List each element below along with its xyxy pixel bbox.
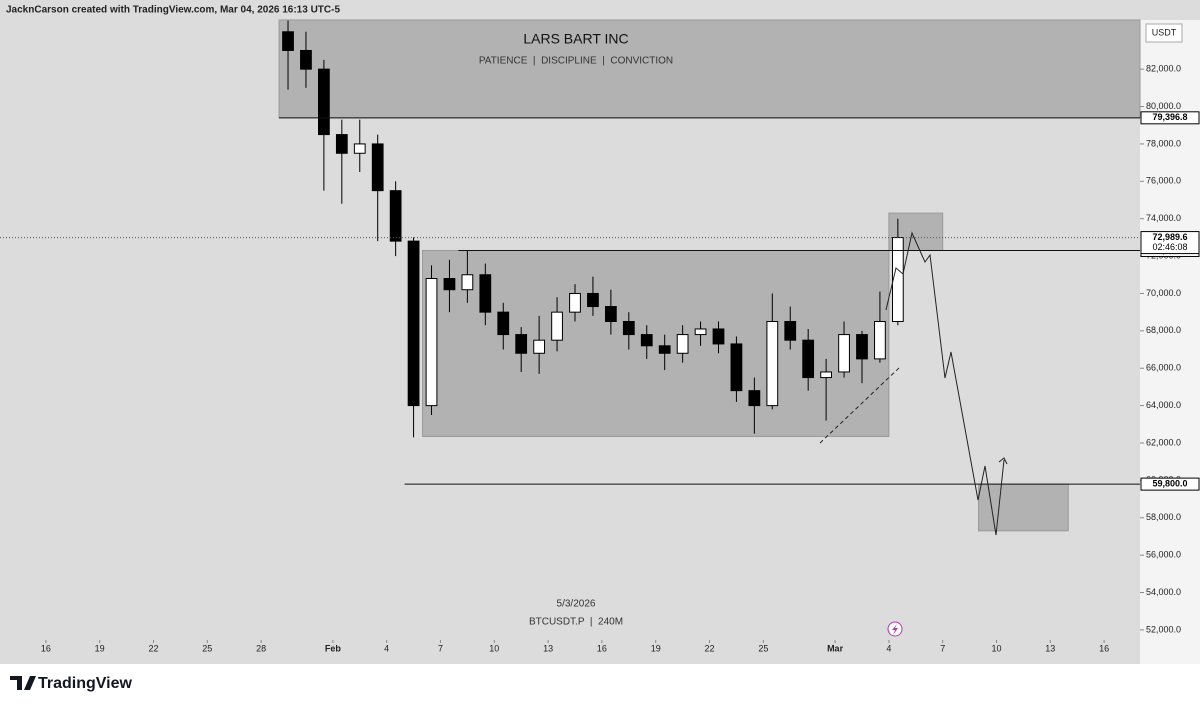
candle-body: [748, 390, 761, 407]
candle-body: [658, 345, 671, 354]
candle-body: [694, 328, 707, 336]
candle-body: [443, 278, 456, 291]
candle-body: [820, 371, 832, 379]
candle-body: [730, 343, 743, 392]
zone: [278, 19, 1141, 119]
chart-subtitle: PATIENCE | DISCIPLINE | CONVICTION: [479, 56, 673, 67]
price-axis: [1140, 20, 1200, 664]
currency: USDT: [1152, 27, 1177, 37]
last-price-label: 72,989.6: [1152, 232, 1187, 242]
event-bolt: [892, 624, 898, 635]
projection-path: [885, 231, 1005, 536]
candle-body: [533, 339, 546, 354]
candle-body: [712, 328, 725, 345]
y-tick-label: 64,000.0: [1146, 400, 1181, 410]
x-tick-label: 16: [41, 643, 51, 653]
x-tick-label: 28: [256, 643, 266, 653]
currency-box: [1145, 23, 1183, 43]
symbol: BTCUSDT.P | 240M: [529, 617, 623, 628]
candle-body: [802, 339, 815, 379]
x-tick-label: 13: [1045, 643, 1055, 653]
x-tick-label: 22: [705, 643, 715, 653]
x-tick-label: 16: [1099, 643, 1109, 653]
price-tag: [1140, 477, 1200, 491]
candle-body: [497, 311, 510, 336]
candle-body: [389, 190, 402, 242]
candle-body: [587, 292, 599, 308]
trendline: [819, 366, 901, 444]
x-tick-label: 10: [992, 643, 1002, 653]
chart-title: LARS BART INC: [523, 31, 628, 47]
candle-body: [425, 278, 438, 407]
price-tag: [1140, 111, 1200, 125]
x-tick-label: 4: [886, 643, 891, 653]
header-credit: JacknCarson created with TradingView.com…: [6, 5, 340, 16]
x-tick-label: 25: [758, 643, 768, 653]
brand-name: TradingView: [38, 675, 133, 692]
y-tick-label: 70,000.0: [1146, 288, 1181, 298]
candle-body: [838, 334, 850, 373]
x-tick-label: 22: [148, 643, 158, 653]
y-tick-label: 82,000.0: [1146, 64, 1181, 74]
candle-body: [676, 334, 689, 354]
y-tick-label: 54,000.0: [1146, 587, 1181, 597]
candle-body: [335, 134, 348, 154]
x-tick-label: Feb: [325, 643, 342, 653]
x-tick-label: 10: [489, 643, 499, 653]
candle-body: [784, 320, 797, 341]
candle-body: [282, 31, 294, 51]
candle-body: [551, 311, 563, 341]
plot: [0, 19, 1141, 532]
y-tick-label: 80,000.0: [1146, 101, 1181, 111]
x-tick-label: Mar: [827, 643, 844, 653]
candle-body: [318, 68, 330, 136]
y-tick-label: 66,000.0: [1146, 363, 1181, 373]
candle-body: [515, 334, 528, 354]
y-tick-label: 74,000.0: [1146, 213, 1181, 223]
zone: [422, 249, 890, 437]
x-tick-label: 4: [384, 643, 389, 653]
candle-body: [874, 320, 886, 360]
last-price-tag: [1140, 231, 1200, 255]
candle-body: [604, 306, 617, 322]
candle-body: [640, 334, 653, 347]
candle-body: [300, 49, 312, 70]
candle-body: [353, 143, 366, 154]
x-tick-label: 19: [95, 643, 105, 653]
projection-arrow: [998, 457, 1008, 465]
price-tag-label: 59,800.0: [1152, 478, 1187, 488]
y-tick-label: 52,000.0: [1146, 624, 1181, 634]
x-tick-label: 13: [543, 643, 553, 653]
x-tick-label: 25: [202, 643, 212, 653]
candle-body: [569, 292, 581, 313]
date-note: 5/3/2026: [557, 599, 596, 610]
candle-body: [479, 274, 492, 313]
y-tick-label: 68,000.0: [1146, 325, 1181, 335]
y-tick-label: 76,000.0: [1146, 176, 1181, 186]
x-tick-label: 16: [597, 643, 607, 653]
x-tick-label: 7: [438, 643, 443, 653]
y-tick-label: 58,000.0: [1146, 512, 1181, 522]
y-tick-label: 78,000.0: [1146, 138, 1181, 148]
candle-body: [407, 240, 420, 407]
countdown: 02:46:08: [1152, 242, 1187, 252]
x-tick-label: 7: [940, 643, 945, 653]
footer: [0, 664, 1200, 704]
price-tag-label: 79,396.8: [1152, 112, 1187, 122]
candle-body: [461, 274, 474, 291]
candle-body: [371, 143, 384, 192]
candle-body: [856, 334, 868, 360]
brand-logo: [10, 676, 36, 690]
y-tick-label: 56,000.0: [1146, 550, 1181, 560]
candle-body: [766, 320, 779, 407]
y-tick-label: 62,000.0: [1146, 437, 1181, 447]
candle-body: [622, 320, 635, 336]
x-tick-label: 19: [651, 643, 661, 653]
